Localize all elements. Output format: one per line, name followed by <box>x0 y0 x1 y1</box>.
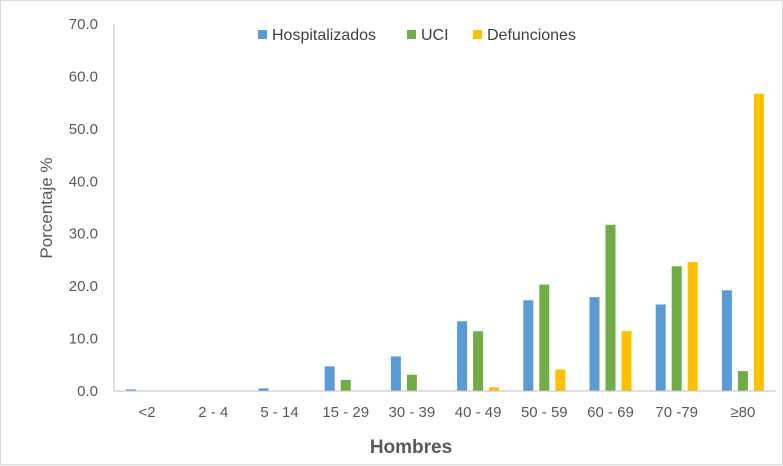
x-axis-title: Hombres <box>370 437 452 458</box>
bar-hospitalizados-5 <box>457 321 468 391</box>
bar-defunciones-8 <box>687 262 698 391</box>
x-tick-label-2: 5 - 14 <box>260 404 298 421</box>
legend-label-hospitalizados: Hospitalizados <box>272 27 376 44</box>
x-tick-label-4: 30 - 39 <box>389 404 436 421</box>
y-tick-label-1: 10.0 <box>69 331 98 348</box>
y-axis-ticks: 0.0 10.0 20.0 30.0 40.0 50.0 60.0 70.0 <box>69 16 98 400</box>
legend-swatch-uci <box>407 30 416 39</box>
legend-label-defunciones: Defunciones <box>487 27 576 44</box>
bar-uci-6 <box>539 284 550 391</box>
x-tick-label-5: 40 - 49 <box>455 404 502 421</box>
bar-uci-9 <box>737 371 748 391</box>
bar-defunciones-7 <box>621 331 632 391</box>
bar-defunciones-9 <box>753 93 764 391</box>
x-tick-label-3: 15 - 29 <box>322 404 369 421</box>
x-tick-label-6: 50 - 59 <box>521 404 568 421</box>
y-tick-label-2: 20.0 <box>69 278 98 295</box>
bar-defunciones-5 <box>489 387 500 391</box>
legend-label-uci: UCI <box>421 27 449 44</box>
y-tick-label-7: 70.0 <box>69 16 98 33</box>
y-axis-title: Porcentaje % <box>37 157 56 258</box>
bar-hospitalizados-2 <box>258 388 269 391</box>
bar-hospitalizados-7 <box>589 297 600 391</box>
bar-hospitalizados-9 <box>721 290 732 391</box>
bar-hospitalizados-3 <box>324 366 335 391</box>
bar-hospitalizados-6 <box>523 300 534 391</box>
x-tick-label-0: <2 <box>139 404 156 421</box>
bar-uci-4 <box>406 374 417 391</box>
bar-hospitalizados-8 <box>655 304 666 391</box>
x-tick-label-7: 60 - 69 <box>587 404 634 421</box>
bar-uci-7 <box>605 224 616 391</box>
legend-swatch-defunciones <box>473 30 482 39</box>
bars <box>126 93 764 391</box>
legend: Hospitalizados UCI Defunciones <box>258 27 576 44</box>
bar-defunciones-6 <box>555 369 566 391</box>
x-axis-ticks: <2 2 - 4 5 - 14 15 - 29 30 - 39 40 - 49 50 - 5… <box>139 404 756 421</box>
x-tick-label-8: 70 -79 <box>655 404 698 421</box>
y-tick-label-5: 50.0 <box>69 121 98 138</box>
bar-hospitalizados-4 <box>390 356 401 391</box>
y-tick-label-4: 40.0 <box>69 173 98 190</box>
x-tick-label-1: 2 - 4 <box>198 404 228 421</box>
x-tick-label-9: ≥80 <box>730 404 755 421</box>
y-tick-label-6: 60.0 <box>69 68 98 85</box>
y-tick-label-3: 30.0 <box>69 226 98 243</box>
bar-uci-8 <box>671 266 682 391</box>
y-tick-label-0: 0.0 <box>77 383 98 400</box>
legend-swatch-hospitalizados <box>258 30 267 39</box>
bar-uci-5 <box>473 331 484 391</box>
bar-hospitalizados-0 <box>126 389 137 391</box>
bar-uci-3 <box>340 379 351 391</box>
